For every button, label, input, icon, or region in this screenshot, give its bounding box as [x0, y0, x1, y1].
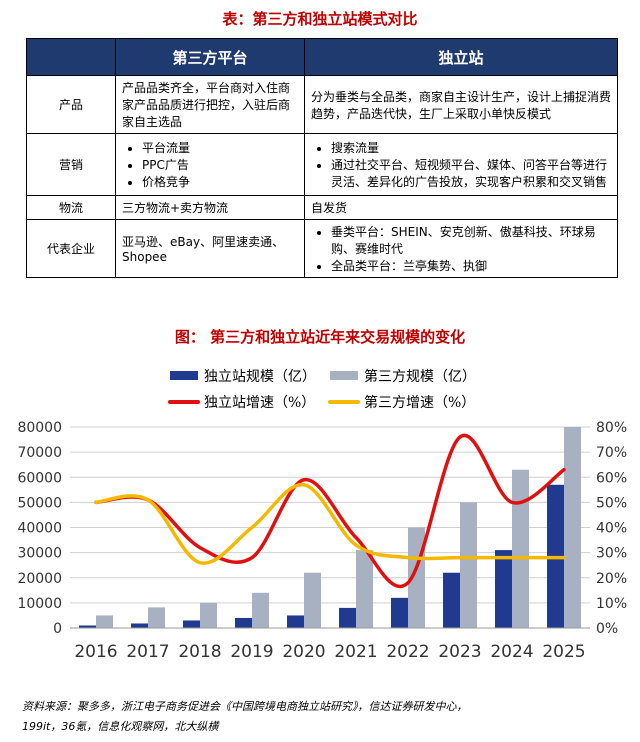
bar: [235, 617, 252, 628]
bullet-item: 垂类平台：SHEIN、安克创新、傲基科技、环球易购、赛维时代: [331, 223, 611, 257]
bar: [131, 623, 148, 628]
x-tick-label: 2016: [74, 642, 117, 662]
comparison-table: 第三方平台 独立站 产品 产品品类齐全，平台商对入住商家产品品质进行把控，入驻后商…: [26, 38, 618, 278]
table-header-corner: [26, 38, 116, 76]
series-line: [94, 433, 566, 588]
row-label: 营销: [26, 133, 116, 196]
chart: 0 10000 20000 30000 40000 50000 60000 70000 8000…: [17, 368, 627, 662]
bullet-item: 平台流量: [142, 139, 298, 156]
legend-swatch: [170, 371, 198, 380]
table-row: 物流 三方物流+卖方物流 自发货: [26, 195, 618, 220]
bar: [79, 625, 96, 628]
table-cell: 垂类平台：SHEIN、安克创新、傲基科技、环球易购、赛维时代全品类平台：兰亭集势…: [304, 219, 618, 278]
row-label: 代表企业: [26, 219, 116, 278]
bar: [287, 615, 304, 628]
bullet-item: PPC广告: [142, 156, 298, 173]
y-tick-left: 70000: [17, 445, 62, 461]
y-tick-left: 80000: [17, 420, 62, 436]
table-row: 产品 产品品类齐全，平台商对入住商家产品品质进行把控，入驻后商家自主选品 分为垂类与…: [26, 75, 618, 134]
y-tick-left: 10000: [17, 596, 62, 612]
y-tick-right: 10%: [596, 596, 627, 612]
table-title: 表：第三方和独立站模式对比: [222, 10, 418, 28]
x-tick-label: 2025: [542, 642, 585, 662]
bullet-item: 通过社交平台、短视频平台、媒体、问答平台等进行灵活、差异化的广告投放，实现客户积…: [331, 156, 611, 190]
table-header-third-party: 第三方平台: [115, 38, 305, 76]
bar: [200, 602, 217, 628]
table-cell: 产品品类齐全，平台商对入住商家产品品质进行把控，入驻后商家自主选品: [115, 75, 305, 134]
table-cell: 亚马逊、eBay、阿里速卖通、Shopee: [115, 219, 305, 278]
table-cell: 平台流量PPC广告价格竞争: [115, 133, 305, 196]
bullet-item: 搜索流量: [331, 139, 611, 156]
table-cell: 分为垂类与全品类，商家自主设计生产，设计上捕捉消费趋势，产品迭代快，生厂上采取小…: [304, 75, 618, 134]
y-tick-left: 30000: [17, 546, 62, 562]
x-tick-label: 2024: [490, 642, 533, 662]
legend-label: 独立站增速（%）: [204, 395, 315, 411]
x-tick-label: 2020: [282, 642, 325, 662]
y-tick-right: 60%: [596, 470, 627, 486]
y-tick-left: 0: [53, 621, 62, 637]
bullet-item: 价格竞争: [142, 173, 298, 190]
bar: [304, 572, 321, 628]
y-tick-right: 50%: [596, 495, 627, 511]
series-line: [94, 483, 566, 565]
y-tick-right: 0%: [596, 621, 618, 637]
bar: [356, 550, 373, 628]
y-tick-right: 40%: [596, 521, 627, 537]
table-header-independent: 独立站: [304, 38, 618, 76]
bar: [495, 550, 512, 628]
bar: [96, 615, 113, 628]
bar: [443, 572, 460, 628]
legend-label: 第三方规模（亿）: [364, 368, 476, 385]
table-row: 代表企业亚马逊、eBay、阿里速卖通、Shopee垂类平台：SHEIN、安克创新…: [26, 219, 618, 278]
x-tick-label: 2018: [178, 642, 221, 662]
table-cell: 三方物流+卖方物流: [115, 195, 305, 220]
bullet-item: 全品类平台：兰亭集势、执御: [331, 257, 611, 274]
row-label: 产品: [26, 75, 116, 134]
table-row: 营销平台流量PPC广告价格竞争搜索流量通过社交平台、短视频平台、媒体、问答平台等…: [26, 133, 618, 196]
source-line-1: 资料来源：聚多多，浙江电子商务促进会《中国跨境电商独立站研究》，信达证券研发中心…: [22, 700, 468, 713]
bar: [183, 620, 200, 628]
y-tick-left: 50000: [17, 495, 62, 511]
legend-swatch: [330, 371, 358, 380]
row-label: 物流: [26, 195, 116, 220]
y-tick-left: 20000: [17, 571, 62, 587]
bar: [564, 427, 581, 628]
y-tick-left: 40000: [17, 521, 62, 537]
bar: [252, 592, 269, 628]
table-cell: 搜索流量通过社交平台、短视频平台、媒体、问答平台等进行灵活、差异化的广告投放，实…: [304, 133, 618, 196]
legend-label: 独立站规模（亿）: [204, 369, 316, 385]
y-tick-right: 70%: [596, 445, 627, 461]
bar: [339, 607, 356, 628]
y-tick-right: 30%: [596, 546, 627, 562]
x-tick-label: 2019: [230, 642, 273, 662]
bar: [512, 469, 529, 628]
legend-label: 第三方增速（%）: [364, 394, 475, 411]
x-tick-label: 2017: [126, 642, 169, 662]
table-cell: 自发货: [304, 195, 618, 220]
y-tick-right: 20%: [596, 571, 627, 587]
x-tick-label: 2022: [386, 642, 429, 662]
bar: [460, 502, 477, 628]
x-tick-label: 2021: [334, 642, 377, 662]
bar: [391, 597, 408, 628]
bar: [148, 607, 165, 628]
x-tick-label: 2023: [438, 642, 481, 662]
y-tick-right: 80%: [596, 420, 627, 436]
chart-title: 图： 第三方和独立站近年来交易规模的变化: [174, 328, 466, 346]
y-tick-left: 60000: [17, 470, 62, 486]
source-line-2: 199it，36氪，信息化观察网，北大纵横: [22, 720, 219, 733]
table-header-row: 第三方平台 独立站: [26, 38, 618, 76]
